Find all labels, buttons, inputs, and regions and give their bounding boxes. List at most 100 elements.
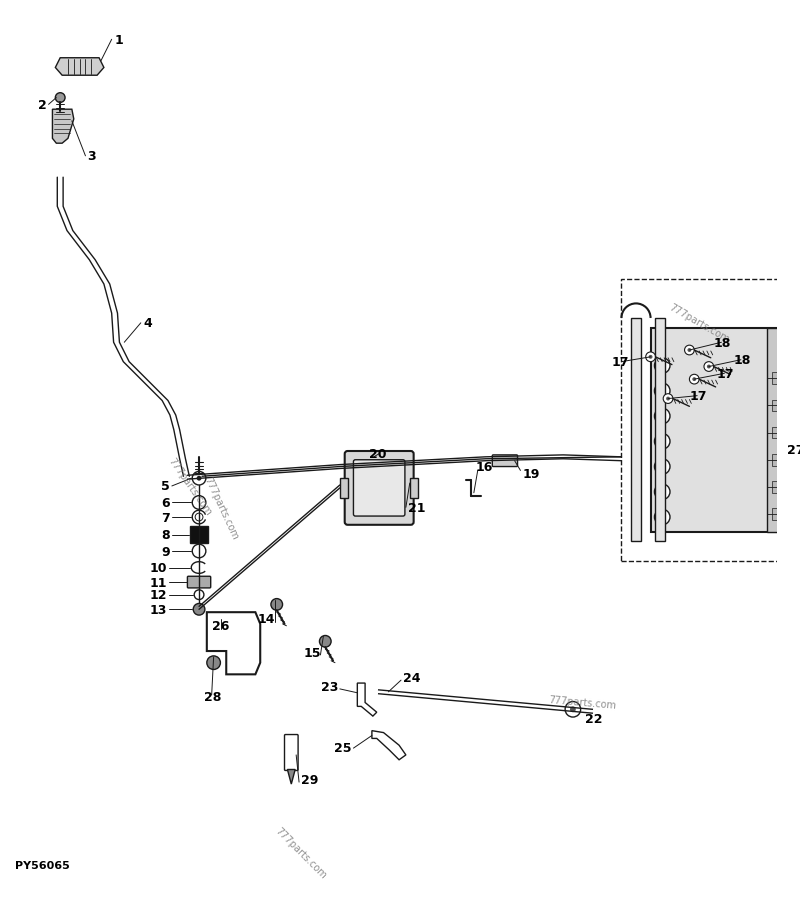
Bar [631,319,641,542]
Text: 27: 27 [786,443,800,456]
Text: 8: 8 [162,528,170,542]
Text: 2: 2 [38,98,46,112]
Circle shape [654,384,670,399]
Text: 12: 12 [150,589,167,601]
Polygon shape [287,769,295,784]
Text: 19: 19 [522,468,540,480]
Polygon shape [53,110,74,144]
Text: 22: 22 [585,712,602,726]
Text: 7: 7 [161,511,170,524]
Bar [772,427,796,439]
Circle shape [659,489,665,495]
Text: 17: 17 [612,356,630,368]
Text: PY56065: PY56065 [14,860,70,870]
Text: 11: 11 [150,576,167,589]
Text: 26: 26 [212,619,229,633]
Text: 28: 28 [204,691,222,703]
Bar [340,479,348,498]
FancyBboxPatch shape [345,452,414,526]
Circle shape [654,485,670,500]
Text: 9: 9 [162,545,170,558]
FancyBboxPatch shape [354,461,405,517]
Text: 18: 18 [714,337,731,349]
Text: 777parts.com: 777parts.com [166,456,213,517]
Text: 13: 13 [150,603,167,616]
Circle shape [685,346,694,356]
Text: 17: 17 [690,390,707,403]
Circle shape [195,514,203,521]
Text: 15: 15 [304,647,322,660]
Bar [650,329,782,532]
Circle shape [654,409,670,424]
Bar [190,526,208,544]
Circle shape [654,460,670,475]
Circle shape [197,476,202,481]
Bar [772,400,796,412]
Circle shape [687,349,691,352]
Bar [410,479,418,498]
Bar [622,280,800,561]
Circle shape [666,397,670,401]
Text: 6: 6 [162,497,170,509]
Bar [655,319,665,542]
Circle shape [692,377,696,382]
Circle shape [659,363,665,369]
Polygon shape [207,612,260,675]
Circle shape [659,439,665,444]
FancyBboxPatch shape [492,455,518,467]
Text: 777parts.com: 777parts.com [549,694,617,710]
Text: 5: 5 [161,479,170,493]
Circle shape [192,472,206,486]
Circle shape [654,434,670,450]
Text: 1: 1 [114,33,123,47]
Text: 16: 16 [476,461,493,473]
Text: 25: 25 [334,740,351,754]
Circle shape [704,362,714,372]
Polygon shape [372,731,406,760]
Text: 777parts.com: 777parts.com [667,303,731,345]
Bar [772,481,796,493]
Bar [772,373,796,385]
Circle shape [663,395,673,404]
Circle shape [649,356,653,359]
Circle shape [194,604,205,616]
Circle shape [659,515,665,520]
Circle shape [194,591,204,600]
Text: 20: 20 [369,448,386,461]
Circle shape [659,414,665,420]
Text: 4: 4 [144,317,153,330]
Text: 18: 18 [733,354,750,367]
Text: 777parts.com: 777parts.com [202,475,240,541]
Circle shape [654,509,670,526]
Circle shape [646,352,655,362]
Text: 17: 17 [717,368,734,380]
Bar [767,329,800,532]
FancyBboxPatch shape [187,577,210,588]
Text: 777parts.com: 777parts.com [274,824,329,880]
Circle shape [207,656,221,670]
Circle shape [55,94,65,103]
Circle shape [192,496,206,509]
Circle shape [659,464,665,470]
Circle shape [319,636,331,647]
Text: 21: 21 [408,501,426,514]
Circle shape [565,702,581,717]
Text: 24: 24 [403,671,421,684]
Text: 3: 3 [87,150,96,163]
Circle shape [654,358,670,374]
Bar [772,454,796,466]
Circle shape [570,706,576,712]
Polygon shape [358,684,377,716]
Circle shape [192,545,206,558]
Circle shape [271,599,282,610]
FancyBboxPatch shape [285,735,298,770]
Circle shape [659,388,665,395]
Text: 29: 29 [301,773,318,786]
Text: 10: 10 [150,562,167,574]
Circle shape [707,365,710,369]
Text: 23: 23 [321,681,338,694]
Circle shape [690,375,699,385]
Polygon shape [55,59,104,76]
Text: 14: 14 [258,613,275,626]
Bar [772,508,796,520]
